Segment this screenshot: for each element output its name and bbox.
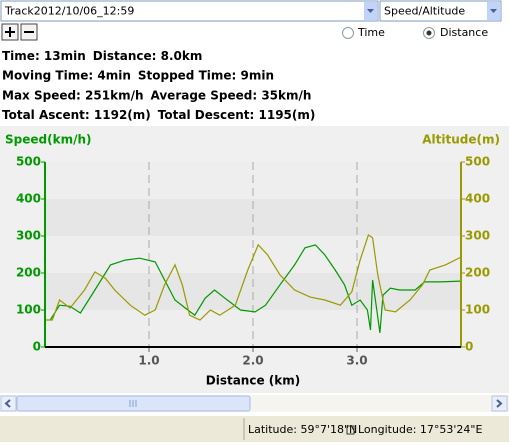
x-axis-label: Distance (km) (206, 374, 300, 388)
y2-tick-label: 300 (465, 229, 490, 243)
radio-label: Distance (440, 26, 488, 39)
x-tick-label: 3.0 (346, 354, 367, 368)
y-tick-label: 500 (16, 155, 41, 169)
y2-tick-label: 500 (465, 155, 490, 169)
series-line (45, 233, 462, 321)
view-name: Speed/Altitude (384, 5, 465, 18)
stat: Moving Time: 4min (2, 68, 131, 82)
stats: Time: 13min Distance: 8.0km Moving Time: 4… (2, 49, 315, 122)
track-dropdown[interactable] (0, 0, 379, 22)
track-name: Track2012/10/06_12:59 (4, 5, 134, 18)
y-axis-label: Speed(km/h) (5, 133, 91, 147)
stat-line: Time: 13min Distance: 8.0km (2, 49, 202, 63)
x-tick-label: 2.0 (242, 354, 263, 368)
stat: Distance: 8.0km (93, 49, 203, 63)
radio-dot (426, 30, 432, 36)
y-tick-label: 200 (16, 266, 41, 280)
longitude: Longitude: 17°53'24"E (358, 423, 482, 436)
stat: Total Descent: 1195(m) (158, 108, 316, 122)
y-tick-label: 100 (16, 303, 41, 317)
y-tick-label: 400 (16, 192, 41, 206)
series-line (49, 244, 462, 333)
stat: Average Speed: 35km/h (151, 88, 312, 102)
y2-tick-label: 0 (465, 340, 473, 354)
radio-time[interactable] (342, 27, 354, 39)
status-bar (0, 416, 509, 442)
grip (129, 400, 137, 407)
stat: Total Ascent: 1192(m) (2, 108, 151, 122)
plot: 1.0 2.0 3.0 0 100 200 300 400 500 0 100 200 300 400 50… (16, 155, 490, 368)
stat: Stopped Time: 9min (138, 68, 274, 82)
radio-label: Time (357, 26, 385, 39)
band (45, 273, 461, 310)
stat-line: Max Speed: 251km/h Average Speed: 35km/h (2, 88, 311, 102)
y-tick-label: 0 (33, 340, 41, 354)
dropdown-arrow (490, 9, 497, 13)
y2-tick-label: 200 (465, 266, 490, 280)
stat: Max Speed: 251km/h (2, 88, 144, 102)
square-icon (346, 425, 355, 435)
view-dropdown[interactable] (379, 0, 502, 22)
y2-axis-label: Altitude(m) (422, 133, 500, 147)
stat-line: Total Ascent: 1192(m) Total Descent: 1195… (2, 108, 315, 122)
y2-tick-label: 400 (465, 192, 490, 206)
stat-line: Moving Time: 4min Stopped Time: 9min (2, 68, 274, 82)
y2-tick-label: 100 (465, 303, 490, 317)
band (45, 310, 461, 347)
plus-icon (5, 27, 15, 37)
y-tick-label: 300 (16, 229, 41, 243)
arrow-icon (4, 399, 11, 408)
scroll-left[interactable] (0, 395, 17, 412)
dropdown-arrow (367, 9, 374, 13)
latitude: Latitude: 59°7'18"N (248, 423, 357, 436)
stat: Time: 13min (2, 49, 86, 63)
x-tick-label: 1.0 (138, 354, 159, 368)
arrow-icon (496, 399, 503, 408)
